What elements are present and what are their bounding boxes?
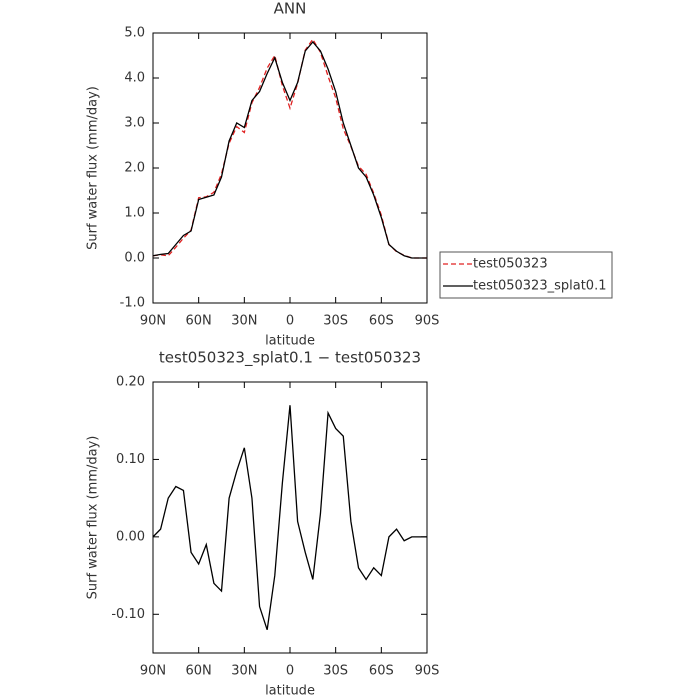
plot-frame (152, 32, 428, 304)
y-tick-label: 0.20 (116, 375, 145, 390)
series-line (152, 38, 427, 259)
plot-frame (152, 381, 428, 654)
x-tick-label: 90N (140, 664, 166, 679)
x-tick-label: 90S (415, 664, 440, 679)
series-line (152, 40, 427, 259)
legend-label: test050323 (473, 257, 548, 272)
y-tick-label: 0.0 (124, 251, 145, 266)
x-tick-label: 0 (286, 664, 294, 679)
y-tick-label: 3.0 (124, 116, 145, 131)
x-tick-label: 60S (369, 314, 394, 329)
x-tick-label: 0 (286, 314, 294, 329)
x-tick-label: 60N (186, 664, 212, 679)
x-axis-label: latitude (265, 684, 315, 699)
series-line (152, 405, 427, 630)
y-tick-label: 5.0 (124, 26, 145, 41)
y-axis-label: Surf water flux (mm/day) (86, 436, 101, 600)
x-tick-label: 60S (369, 664, 394, 679)
x-tick-label: 60N (186, 314, 212, 329)
x-tick-label: 30N (231, 314, 257, 329)
x-tick-label: 30S (323, 314, 348, 329)
y-tick-label: 0.10 (116, 452, 145, 467)
legend-box (439, 251, 613, 299)
x-tick-label: 90S (415, 314, 440, 329)
y-tick-label: 2.0 (124, 161, 145, 176)
y-axis-label: Surf water flux (mm/day) (86, 86, 101, 250)
x-tick-label: 30N (231, 664, 257, 679)
chart-title: ANN (274, 0, 307, 18)
panel: ANN latitude Surf water flux (mm/day) -1.0 0… (86, 0, 613, 349)
y-tick-label: 0.00 (116, 529, 145, 544)
y-tick-label: -0.10 (111, 607, 145, 622)
x-axis-label: latitude (265, 334, 315, 349)
y-tick-label: 4.0 (124, 71, 145, 86)
y-tick-label: 1.0 (124, 206, 145, 221)
x-tick-label: 90N (140, 314, 166, 329)
x-tick-label: 30S (323, 664, 348, 679)
chart-title: test050323_splat0.1 − test050323 (159, 349, 421, 368)
panel: test050323_splat0.1 − test050323 latitude… (86, 349, 440, 699)
y-tick-label: -1.0 (120, 296, 145, 311)
legend-label: test050323_splat0.1 (473, 279, 606, 294)
